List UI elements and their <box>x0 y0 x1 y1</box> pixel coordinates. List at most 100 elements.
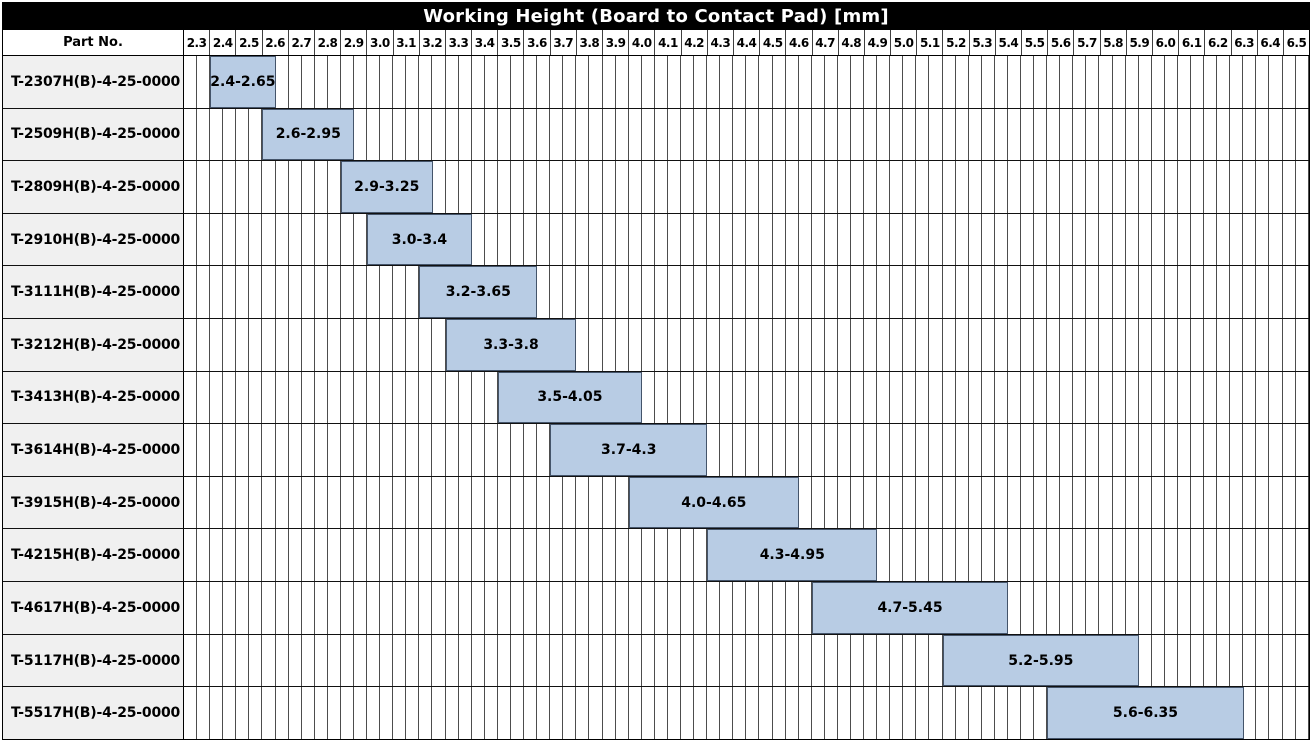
grid-cell <box>1243 108 1257 161</box>
grid-cell <box>1178 213 1192 266</box>
grid-cell <box>759 161 773 213</box>
grid-cell <box>746 582 760 634</box>
grid-cell <box>720 108 734 161</box>
grid-cell <box>1230 108 1244 161</box>
grid-cell <box>328 56 341 108</box>
grid-cell <box>655 266 668 319</box>
grid-cell <box>707 371 721 424</box>
grid-cell <box>354 319 368 371</box>
grid-cell <box>1204 56 1218 108</box>
axis-tick-label: 3.8 <box>577 30 603 55</box>
grid-cell <box>969 529 982 582</box>
grid-cell <box>1086 582 1100 634</box>
grid-cell <box>603 687 616 739</box>
grid-cell <box>720 582 734 634</box>
grid-cell <box>1256 56 1270 108</box>
grid-cell <box>1060 213 1074 266</box>
grid-cell <box>367 108 381 161</box>
grid-cell <box>1296 687 1309 739</box>
grid-cell <box>969 108 982 161</box>
grid-cell <box>903 371 917 424</box>
axis-tick-label: 5.8 <box>1101 30 1127 55</box>
axis-tick-label: 3.2 <box>420 30 446 55</box>
grid-cell <box>969 476 982 529</box>
grid-cell <box>655 108 668 161</box>
grid-cell <box>524 56 538 108</box>
grid-cell <box>616 266 629 319</box>
grid-cell <box>1099 213 1113 266</box>
grid-cell <box>916 634 930 687</box>
grid-cell <box>969 161 982 213</box>
grid-cell <box>982 687 995 739</box>
grid-cell <box>1256 582 1270 634</box>
grid-cell <box>354 266 368 319</box>
row-grid: 5.6-6.35 <box>184 687 1309 739</box>
grid-cell <box>1152 56 1165 108</box>
grid-cell <box>589 266 603 319</box>
grid-cell <box>982 529 995 582</box>
grid-cell <box>563 582 577 634</box>
grid-cell <box>341 424 355 476</box>
grid-cell <box>524 213 538 266</box>
grid-cell <box>1034 582 1048 634</box>
range-bar: 4.7-5.45 <box>811 582 1009 634</box>
grid-cell <box>1178 582 1192 634</box>
grid-cell <box>432 108 446 161</box>
grid-cell <box>707 582 721 634</box>
grid-cell <box>1073 108 1087 161</box>
grid-cell <box>1296 56 1309 108</box>
grid-cell <box>1296 529 1309 582</box>
grid-cell <box>943 319 956 371</box>
grid-cell <box>302 634 315 687</box>
grid-cell <box>249 634 263 687</box>
range-bar-label: 4.7-5.45 <box>877 599 943 616</box>
grid-cell <box>446 476 459 529</box>
grid-cell <box>197 161 211 213</box>
range-bar: 3.2-3.65 <box>419 266 538 319</box>
grid-cell <box>1243 266 1257 319</box>
grid-cell <box>1060 476 1074 529</box>
grid-cell <box>328 687 341 739</box>
grid-cell <box>890 476 904 529</box>
grid-cell <box>1152 634 1165 687</box>
grid-cell <box>1191 529 1205 582</box>
grid-cell <box>1139 213 1152 266</box>
grid-cell <box>1191 213 1205 266</box>
grid-cell <box>1047 319 1061 371</box>
grid-cell <box>550 108 564 161</box>
grid-cell <box>838 266 851 319</box>
grid-cell <box>1217 161 1231 213</box>
grid-cell <box>1060 582 1074 634</box>
grid-cell <box>929 319 943 371</box>
grid-cell <box>720 424 734 476</box>
grid-cell <box>1008 108 1021 161</box>
grid-cell <box>1165 213 1178 266</box>
grid-cell <box>289 476 302 529</box>
grid-cell <box>236 319 250 371</box>
grid-cell <box>1191 582 1205 634</box>
table-row: T-2509H(B)-4-25-0000 2.6-2.95 <box>3 108 1309 162</box>
grid-cell <box>524 108 538 161</box>
grid-cell <box>380 687 394 739</box>
grid-cell <box>1191 108 1205 161</box>
grid-cell <box>393 56 407 108</box>
grid-cell <box>1073 319 1087 371</box>
grid-cell <box>929 161 943 213</box>
grid-cell <box>969 424 982 476</box>
grid-cell <box>720 687 734 739</box>
grid-cell <box>406 371 420 424</box>
grid-cell <box>354 529 368 582</box>
grid-cell <box>720 266 734 319</box>
grid-cell <box>838 476 851 529</box>
grid-cell <box>1099 529 1113 582</box>
grid-cell <box>1008 529 1021 582</box>
grid-cell <box>380 266 394 319</box>
grid-cell <box>759 687 773 739</box>
grid-cell <box>302 266 315 319</box>
grid-cell <box>929 266 943 319</box>
grid-cell <box>825 56 838 108</box>
grid-cell <box>1230 424 1244 476</box>
grid-cell <box>315 371 328 424</box>
grid-cell <box>1139 582 1152 634</box>
grid-cell <box>210 687 224 739</box>
